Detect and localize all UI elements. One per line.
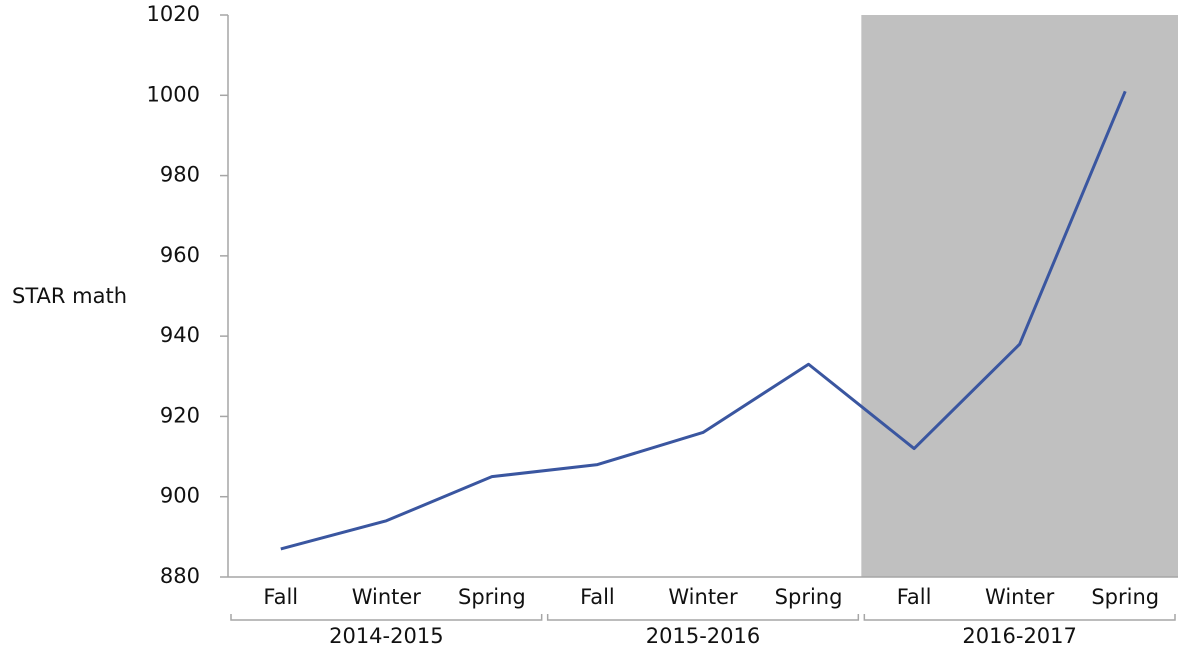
y-tick-label: 980	[160, 163, 200, 187]
x-tick-label: Spring	[775, 585, 843, 609]
x-tick-label: Winter	[985, 585, 1055, 609]
group-bracket	[230, 614, 543, 621]
group-label: 2014-2015	[329, 624, 443, 648]
y-axis-label: STAR math	[12, 284, 127, 308]
y-tick-label: 920	[160, 403, 200, 427]
x-tick-label: Fall	[897, 585, 932, 609]
data-line	[280, 90, 1127, 551]
y-tick-label: 940	[160, 323, 200, 347]
x-tick-label: Winter	[352, 585, 422, 609]
highlight-region	[861, 15, 1178, 577]
x-tick-label: Fall	[263, 585, 298, 609]
group-bracket	[863, 614, 1176, 621]
y-tick-label: 880	[160, 564, 200, 588]
y-tick-label: 1000	[147, 82, 200, 106]
y-tick-label: 1020	[147, 2, 200, 26]
x-tick-label: Spring	[458, 585, 526, 609]
group-label: 2015-2016	[646, 624, 760, 648]
group-bracket	[546, 614, 860, 621]
x-tick-label: Winter	[668, 585, 738, 609]
x-tick-label: Fall	[580, 585, 615, 609]
group-label: 2016-2017	[962, 624, 1076, 648]
y-tick-label: 960	[160, 243, 200, 267]
x-tick-label: Spring	[1091, 585, 1159, 609]
y-tick-label: 900	[160, 484, 200, 508]
